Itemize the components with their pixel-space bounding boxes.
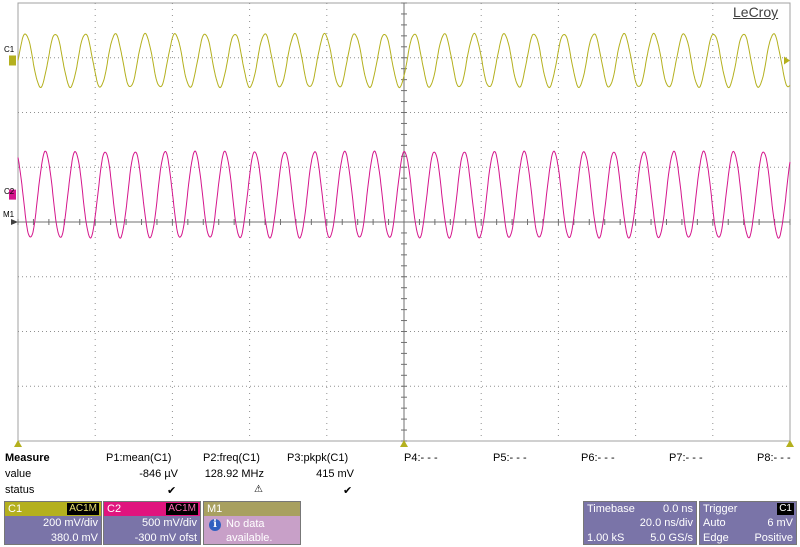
c1-coupling: AC1M bbox=[67, 503, 99, 515]
c1-waveform-trace bbox=[17, 32, 791, 89]
m1-message-line2: available. bbox=[226, 532, 273, 544]
c1-channel-descriptor[interactable]: C1 AC1M 200 mV/div 380.0 mV bbox=[4, 501, 102, 545]
m1-message-line1: No data bbox=[226, 518, 265, 530]
timebase-title: Timebase bbox=[587, 503, 635, 515]
trigger-position-marker bbox=[400, 440, 408, 447]
param-p5-name[interactable]: P5:- - - bbox=[493, 452, 527, 464]
timebase-scale: 20.0 ns/div bbox=[639, 517, 693, 529]
timebase-descriptor[interactable]: Timebase 0.0 ns 20.0 ns/div 1.00 kS 5.0 … bbox=[583, 501, 697, 545]
trigger-descriptor[interactable]: Trigger C1 Auto 6 mV Edge Positive bbox=[699, 501, 797, 545]
c2-trace-label: C2 bbox=[4, 186, 15, 196]
trigger-title: Trigger bbox=[703, 503, 738, 515]
param-p1-status-check-icon: ✔ bbox=[167, 485, 177, 497]
waveform-display bbox=[9, 2, 794, 447]
param-p1-value: -846 µV bbox=[139, 468, 178, 480]
param-p7-name[interactable]: P7:- - - bbox=[669, 452, 703, 464]
m1-trace-label: M1 bbox=[3, 210, 15, 219]
param-p4-name[interactable]: P4:- - - bbox=[404, 452, 438, 464]
measure-status-row-label: status bbox=[5, 484, 35, 496]
timebase-delay: 0.0 ns bbox=[663, 503, 693, 515]
param-p8-name[interactable]: P8:- - - bbox=[757, 452, 791, 464]
c1-trace-label: C1 bbox=[4, 45, 15, 55]
param-p6-name[interactable]: P6:- - - bbox=[581, 452, 615, 464]
c2-offset: -300 mV ofst bbox=[134, 532, 197, 544]
param-p3-value: 415 mV bbox=[316, 468, 354, 480]
trigger-level-marker bbox=[784, 56, 790, 65]
param-p2-value: 128.92 MHz bbox=[204, 468, 264, 480]
c2-offset-marker bbox=[9, 189, 16, 200]
timebase-sample-rate: 5.0 GS/s bbox=[650, 532, 693, 544]
c1-offset: 380.0 mV bbox=[50, 532, 98, 544]
measure-title: Measure bbox=[5, 452, 50, 464]
measure-value-row-label: value bbox=[5, 468, 32, 480]
c2-coupling: AC1M bbox=[166, 503, 198, 515]
right-edge-marker bbox=[786, 440, 794, 447]
info-icon: i bbox=[209, 519, 221, 531]
param-p3-status-check-icon: ✔ bbox=[343, 485, 353, 497]
trigger-source: C1 bbox=[777, 503, 794, 515]
lecroy-logo: LeCroy bbox=[733, 4, 779, 20]
trigger-mode: Auto bbox=[703, 517, 726, 529]
param-p2-name[interactable]: P2:freq(C1) bbox=[203, 452, 260, 464]
c2-waveform-trace bbox=[17, 150, 791, 239]
c1-box-name: C1 bbox=[8, 503, 23, 515]
m1-offset-marker bbox=[11, 219, 18, 225]
trigger-slope: Positive bbox=[754, 532, 793, 544]
param-p1-name[interactable]: P1:mean(C1) bbox=[106, 452, 172, 464]
param-p3-name[interactable]: P3:pkpk(C1) bbox=[287, 452, 349, 464]
c1-offset-marker bbox=[9, 55, 16, 66]
m1-memory-descriptor[interactable]: M1 i No data available. bbox=[203, 501, 301, 545]
c2-vertical-scale: 500 mV/div bbox=[141, 517, 197, 529]
c2-channel-descriptor[interactable]: C2 AC1M 500 mV/div -300 mV ofst bbox=[103, 501, 201, 545]
trigger-level: 6 mV bbox=[767, 517, 793, 529]
m1-box-name: M1 bbox=[207, 503, 223, 515]
param-p2-status-warning-icon: ⚠ bbox=[254, 484, 263, 495]
c2-box-name: C2 bbox=[107, 503, 122, 515]
trigger-type: Edge bbox=[703, 532, 729, 544]
left-edge-marker bbox=[14, 440, 22, 447]
c1-vertical-scale: 200 mV/div bbox=[42, 517, 98, 529]
timebase-samples: 1.00 kS bbox=[587, 532, 625, 544]
